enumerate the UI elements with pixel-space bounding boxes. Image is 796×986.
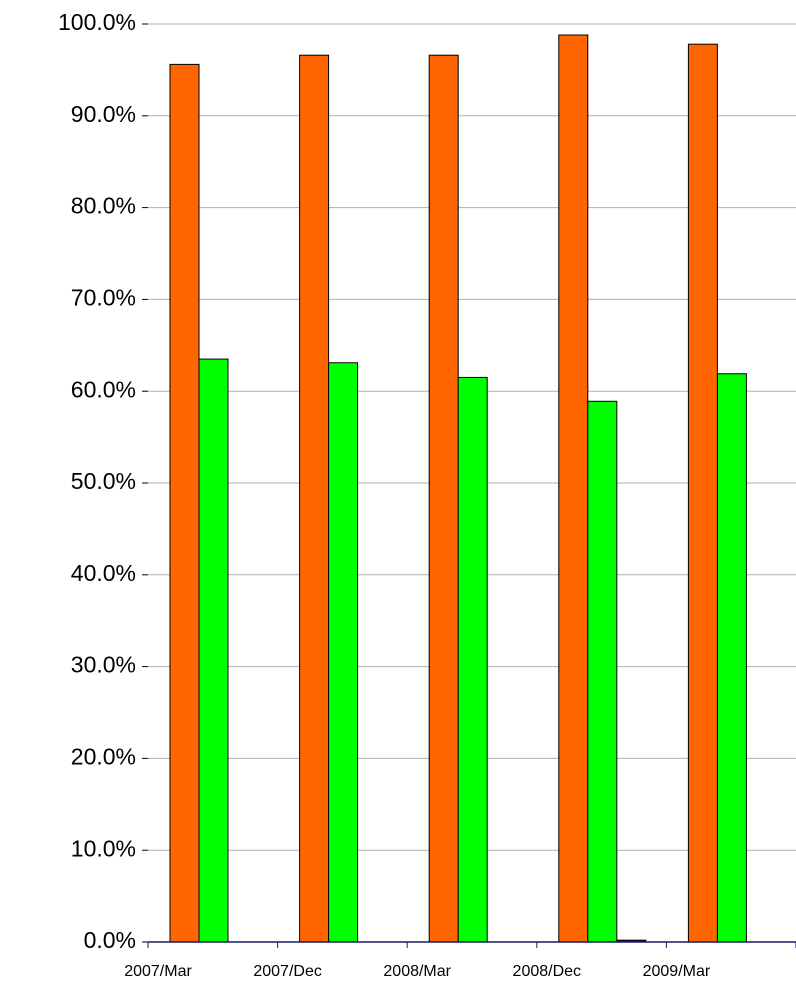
x-tick-label: 2008/Dec <box>513 963 582 980</box>
bar <box>198 358 229 943</box>
y-tick-label: 20.0% <box>71 743 136 769</box>
y-tick-label: 100.0% <box>58 9 136 35</box>
bar <box>457 376 488 943</box>
y-tick-label: 80.0% <box>71 193 136 219</box>
bar <box>169 63 200 943</box>
x-tick-label: 2007/Mar <box>124 963 192 980</box>
x-tick-label: 2009/Mar <box>643 963 711 980</box>
bar <box>587 400 618 943</box>
y-tick-label: 10.0% <box>71 835 136 861</box>
bar <box>716 373 747 943</box>
y-tick-label: 0.0% <box>84 927 136 953</box>
bar <box>299 54 330 943</box>
x-tick-label: 2007/Dec <box>253 963 322 980</box>
bar <box>558 34 589 943</box>
y-tick-label: 40.0% <box>71 560 136 586</box>
bar <box>328 362 359 943</box>
y-tick-label: 60.0% <box>71 376 136 402</box>
bar <box>428 54 459 943</box>
bar <box>687 43 718 943</box>
y-tick-label: 30.0% <box>71 652 136 678</box>
x-tick-label: 2008/Mar <box>383 963 451 980</box>
y-tick-label: 90.0% <box>71 101 136 127</box>
y-tick-label: 50.0% <box>71 468 136 494</box>
y-tick-label: 70.0% <box>71 284 136 310</box>
